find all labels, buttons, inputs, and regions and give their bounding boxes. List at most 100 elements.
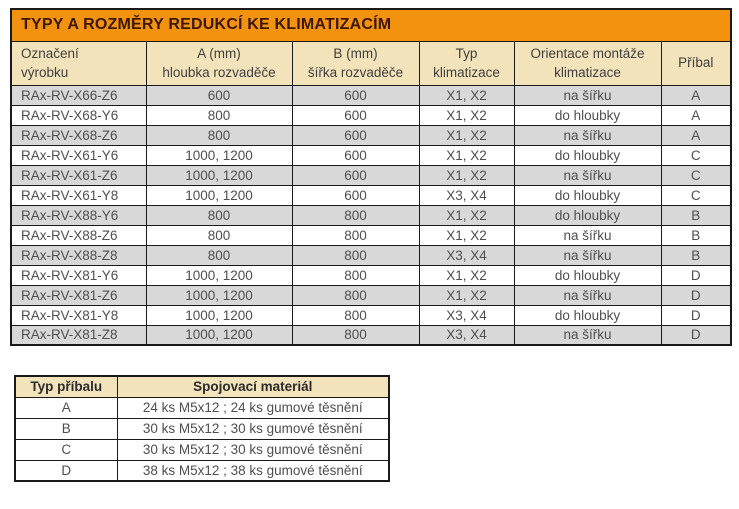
table-cell: na šířku [513, 84, 662, 106]
table-cell: RAx-RV-X81-Y8 [10, 304, 147, 326]
table-cell: X1, X2 [418, 224, 515, 246]
table-cell: 600 [291, 164, 420, 186]
accessory-pack-table: Typ příbalu Spojovací materiál A 24 ks M5… [14, 375, 390, 483]
col-header-pack-type: Typ příbalu [14, 375, 118, 398]
table-cell: 800 [291, 264, 420, 286]
table-cell: 800 [291, 204, 420, 226]
table-cell: X1, X2 [418, 104, 515, 126]
table-cell: 800 [145, 204, 293, 226]
table-cell: 1000, 1200 [145, 184, 293, 206]
table-cell: RAx-RV-X81-Z8 [10, 324, 147, 346]
table-cell: RAx-RV-X88-Z8 [10, 244, 147, 266]
table-cell: 800 [291, 284, 420, 306]
col-header-accessory-pack: Příbal [660, 40, 732, 86]
table-cell: X1, X2 [418, 124, 515, 146]
table-cell: X1, X2 [418, 144, 515, 166]
table-cell: 600 [291, 144, 420, 166]
table-header-row: Označení výrobku A (mm) hloubka rozvaděč… [10, 40, 732, 86]
table-cell: 1000, 1200 [145, 324, 293, 346]
table-row: RAx-RV-X81-Z8 1000, 1200 800 X3, X4 na šířku… [10, 324, 732, 346]
table-cell: 600 [291, 124, 420, 146]
table-cell: na šířku [513, 244, 662, 266]
table-cell: X3, X4 [418, 304, 515, 326]
table-cell: C [660, 144, 732, 166]
table-row: B 30 ks M5x12 ; 30 ks gumové těsnění [14, 417, 390, 440]
table-cell: na šířku [513, 224, 662, 246]
table-cell: na šířku [513, 284, 662, 306]
table-row: RAx-RV-X68-Y6 800 600 X1, X2 do hloubky A [10, 104, 732, 126]
accessory-pack-table-body: A 24 ks M5x12 ; 24 ks gumové těsnění B 30 k… [14, 396, 390, 482]
table-cell: do hloubky [513, 184, 662, 206]
table-cell: D [660, 304, 732, 326]
table-cell: RAx-RV-X88-Y6 [10, 204, 147, 226]
table-cell: 1000, 1200 [145, 164, 293, 186]
table-cell: 38 ks M5x12 ; 38 ks gumové těsnění [116, 459, 390, 482]
table-cell: RAx-RV-X81-Y6 [10, 264, 147, 286]
table-row: RAx-RV-X81-Z6 1000, 1200 800 X1, X2 na šířku… [10, 284, 732, 306]
table-cell: RAx-RV-X68-Z6 [10, 124, 147, 146]
table-row: RAx-RV-X61-Y6 1000, 1200 600 X1, X2 do hloub… [10, 144, 732, 166]
table-cell: RAx-RV-X81-Z6 [10, 284, 147, 306]
table-cell: 1000, 1200 [145, 144, 293, 166]
table-cell: na šířku [513, 124, 662, 146]
col-header-fastening-material: Spojovací materiál [116, 375, 390, 398]
table-title: TYPY A ROZMĚRY REDUKCÍ KE KLIMATIZACÍM [10, 8, 732, 42]
table-cell: B [14, 417, 118, 440]
table-cell: RAx-RV-X88-Z6 [10, 224, 147, 246]
table-cell: B [660, 224, 732, 246]
col-header-mount-orientation: Orientace montáže klimatizace [513, 40, 662, 86]
table-cell: na šířku [513, 324, 662, 346]
table-cell: do hloubky [513, 204, 662, 226]
table-cell: X1, X2 [418, 284, 515, 306]
table-cell: 600 [291, 184, 420, 206]
table-cell: 800 [291, 224, 420, 246]
table-title-row: TYPY A ROZMĚRY REDUKCÍ KE KLIMATIZACÍM [10, 8, 732, 42]
table-cell: 1000, 1200 [145, 284, 293, 306]
table-row: RAx-RV-X88-Z6 800 800 X1, X2 na šířku B [10, 224, 732, 246]
table-cell: 1000, 1200 [145, 264, 293, 286]
table-cell: 800 [291, 304, 420, 326]
table-cell: 800 [145, 244, 293, 266]
page: TYPY A ROZMĚRY REDUKCÍ KE KLIMATIZACÍM O… [10, 8, 733, 483]
table-cell: X3, X4 [418, 244, 515, 266]
table-cell: D [14, 459, 118, 482]
table-cell: 800 [291, 244, 420, 266]
table-cell: 600 [291, 104, 420, 126]
table-cell: X3, X4 [418, 184, 515, 206]
table-cell: RAx-RV-X61-Y8 [10, 184, 147, 206]
table-row: RAx-RV-X88-Y6 800 800 X1, X2 do hloubky B [10, 204, 732, 226]
table-cell: 800 [145, 224, 293, 246]
table-cell: 30 ks M5x12 ; 30 ks gumové těsnění [116, 417, 390, 440]
table-cell: X1, X2 [418, 164, 515, 186]
table-cell: do hloubky [513, 144, 662, 166]
table-cell: RAx-RV-X61-Z6 [10, 164, 147, 186]
table-cell: 800 [291, 324, 420, 346]
table-cell: X1, X2 [418, 84, 515, 106]
table-row: RAx-RV-X81-Y8 1000, 1200 800 X3, X4 do hloub… [10, 304, 732, 326]
table-cell: A [660, 84, 732, 106]
col-header-depth-a: A (mm) hloubka rozvaděče [145, 40, 293, 86]
table-cell: D [660, 284, 732, 306]
table-cell: B [660, 244, 732, 266]
table-cell: A [14, 396, 118, 419]
table-cell: X1, X2 [418, 264, 515, 286]
table-cell: do hloubky [513, 104, 662, 126]
reduction-types-table-body: RAx-RV-X66-Z6 600 600 X1, X2 na šířku A RAx-RV… [10, 84, 732, 346]
col-header-width-b: B (mm) šířka rozvaděče [291, 40, 420, 86]
table-cell: D [660, 324, 732, 346]
table-cell: do hloubky [513, 304, 662, 326]
table-cell: 30 ks M5x12 ; 30 ks gumové těsnění [116, 438, 390, 461]
table-cell: D [660, 264, 732, 286]
table-cell: 800 [145, 104, 293, 126]
col-header-product-code: Označení výrobku [10, 40, 147, 86]
accessory-header-row: Typ příbalu Spojovací materiál [14, 375, 390, 398]
table-row: RAx-RV-X68-Z6 800 600 X1, X2 na šířku A [10, 124, 732, 146]
table-cell: na šířku [513, 164, 662, 186]
table-cell: do hloubky [513, 264, 662, 286]
table-row: D 38 ks M5x12 ; 38 ks gumové těsnění [14, 459, 390, 482]
table-row: RAx-RV-X66-Z6 600 600 X1, X2 na šířku A [10, 84, 732, 106]
table-cell: 600 [291, 84, 420, 106]
table-cell: C [660, 184, 732, 206]
table-cell: RAx-RV-X66-Z6 [10, 84, 147, 106]
table-cell: B [660, 204, 732, 226]
